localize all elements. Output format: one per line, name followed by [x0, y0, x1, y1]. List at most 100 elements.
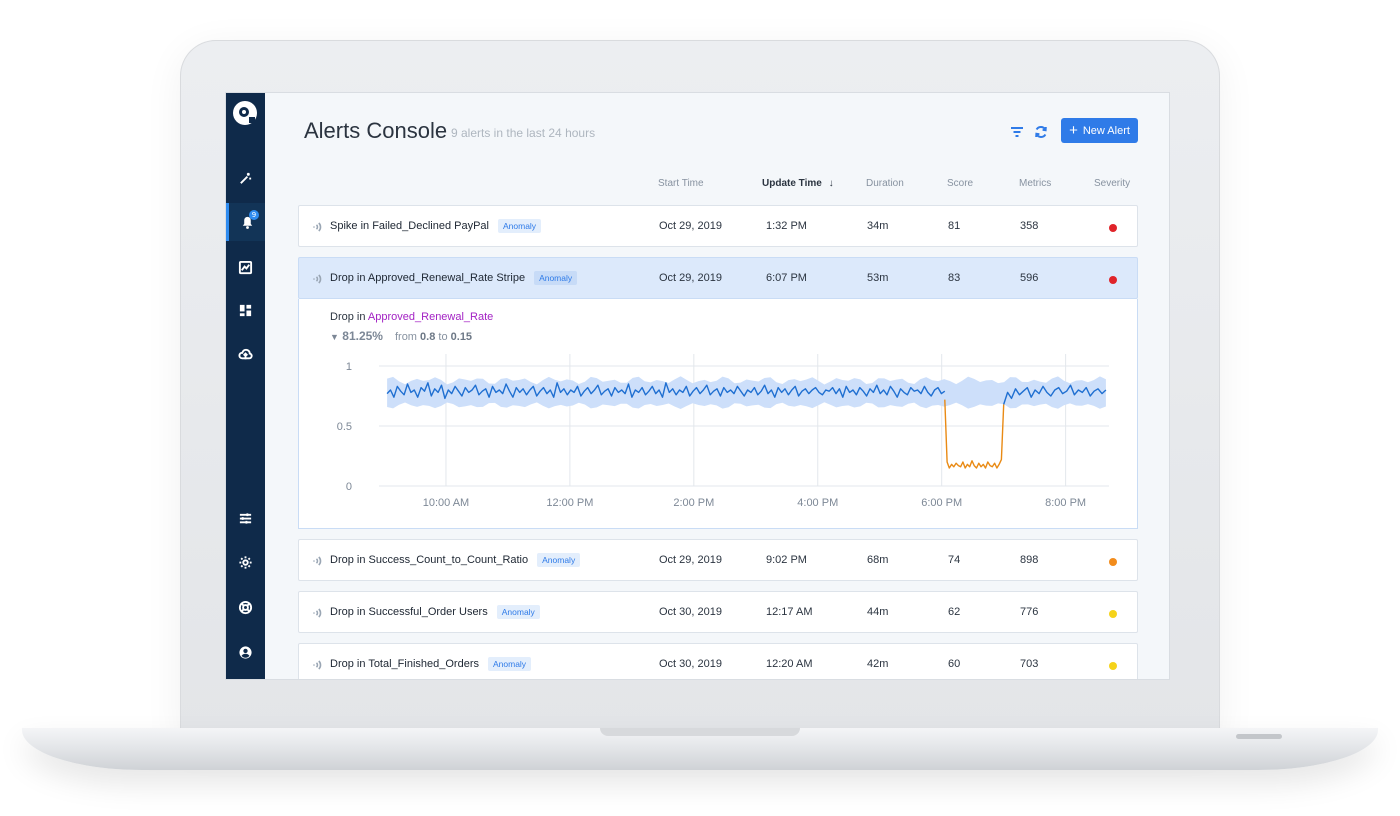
sort-arrow-icon: ↓: [828, 178, 834, 189]
alert-title-text: Drop in Successful_Order Users: [330, 606, 488, 618]
update-time-cell: 12:17 AM: [766, 606, 813, 618]
start-time-cell: Oct 30, 2019: [659, 606, 722, 618]
sidebar: 9: [226, 93, 265, 679]
plus-icon: +: [1069, 122, 1078, 139]
column-header-update-time[interactable]: Update Time ↓: [762, 178, 834, 189]
refresh-icon: [1035, 126, 1047, 138]
alert-row[interactable]: Drop in Success_Count_to_Count_Ratio Anom…: [298, 539, 1138, 581]
signal-icon: [311, 658, 323, 670]
update-time-cell: 9:02 PM: [766, 554, 807, 566]
severity-dot: [1109, 276, 1117, 284]
score-cell: 74: [948, 554, 961, 566]
duration-cell: 34m: [867, 220, 889, 232]
start-time-cell: Oct 30, 2019: [659, 658, 722, 670]
alert-title: Drop in Approved_Renewal_Rate Stripe Anom…: [330, 271, 578, 285]
filter-icon: [1011, 127, 1023, 137]
severity-dot: [1109, 610, 1117, 618]
severity-dot: [1109, 662, 1117, 670]
sidebar-item-settings[interactable]: [226, 543, 265, 581]
column-header-severity[interactable]: Severity: [1094, 178, 1131, 189]
x-tick-label: 10:00 AM: [423, 497, 469, 509]
column-header-duration[interactable]: Duration: [866, 178, 904, 189]
anomaly-tag: Anomaly: [534, 271, 578, 285]
y-tick-label: 0.5: [337, 421, 352, 433]
detail-metric-link[interactable]: Approved_Renewal_Rate: [367, 311, 494, 323]
alert-row[interactable]: Drop in Total_Finished_Orders Anomaly Oct …: [298, 643, 1138, 679]
update-time-label: Update Time: [762, 178, 822, 189]
anomaly-tag: Anomaly: [496, 605, 540, 619]
signal-icon: [311, 220, 323, 232]
score-cell: 62: [948, 606, 961, 618]
column-header-start-time[interactable]: Start Time: [658, 178, 704, 189]
score-cell: 83: [948, 272, 961, 284]
gear-icon: [239, 555, 252, 569]
sliders-icon: [239, 512, 252, 524]
filter-button[interactable]: [1009, 124, 1025, 140]
new-alert-label: New Alert: [1082, 124, 1130, 137]
laptop-base-slot: [600, 728, 800, 736]
duration-cell: 53m: [867, 272, 889, 284]
x-tick-label: 12:00 PM: [546, 497, 593, 509]
change-percent-value: 81.25%: [342, 329, 383, 343]
metric-series-line: [1003, 384, 1107, 405]
sidebar-item-dashboards[interactable]: [226, 291, 265, 329]
y-tick-label: 1: [346, 361, 352, 373]
column-header-score[interactable]: Score: [947, 178, 974, 189]
metric-series-line: [386, 382, 946, 400]
sidebar-item-alerts[interactable]: 9: [226, 203, 265, 241]
sidebar-item-upload[interactable]: [226, 335, 265, 373]
app-screen: 9 Alerts Console 9 alerts in the last 24…: [225, 92, 1170, 680]
update-time-cell: 6:07 PM: [766, 272, 807, 284]
new-alert-button[interactable]: + New Alert: [1061, 118, 1138, 143]
bell-icon: [242, 216, 252, 229]
signal-icon: [311, 606, 323, 618]
sidebar-item-account[interactable]: [226, 633, 265, 671]
from-label: from: [394, 331, 417, 343]
sidebar-item-anomalies[interactable]: [226, 248, 265, 286]
refresh-button[interactable]: [1033, 124, 1049, 140]
score-cell: 60: [948, 658, 961, 670]
severity-dot: [1109, 558, 1117, 566]
anomaly-tag: Anomaly: [487, 657, 532, 671]
duration-cell: 42m: [867, 658, 889, 670]
anomaly-series-line: [944, 399, 1005, 469]
metrics-cell: 358: [1020, 220, 1039, 232]
sidebar-item-explore[interactable]: [226, 159, 265, 197]
alert-title: Drop in Total_Finished_Orders Anomaly: [330, 657, 532, 671]
duration-cell: 44m: [867, 606, 889, 618]
update-time-cell: 1:32 PM: [766, 220, 807, 232]
alert-title-text: Drop in Total_Finished_Orders: [330, 658, 479, 670]
wand-icon: [240, 172, 252, 184]
app-logo[interactable]: [233, 101, 257, 125]
to-value: 0.15: [450, 331, 473, 343]
x-tick-label: 8:00 PM: [1045, 497, 1086, 509]
anomaly-tag: Anomaly: [537, 553, 581, 567]
sidebar-item-support[interactable]: [226, 588, 265, 626]
start-time-cell: Oct 29, 2019: [659, 272, 722, 284]
alert-title-text: Drop in Success_Count_to_Count_Ratio: [330, 554, 529, 566]
sidebar-item-adjust[interactable]: [226, 499, 265, 537]
laptop-base-notch: [1236, 734, 1282, 739]
duration-cell: 68m: [867, 554, 889, 566]
metrics-cell: 898: [1020, 554, 1039, 566]
alert-title-text: Drop in Approved_Renewal_Rate Stripe: [330, 272, 526, 284]
x-tick-label: 6:00 PM: [921, 497, 962, 509]
to-label: to: [438, 331, 448, 343]
column-header-metrics[interactable]: Metrics: [1019, 178, 1052, 189]
alert-row[interactable]: Drop in Approved_Renewal_Rate Stripe Anom…: [298, 257, 1138, 299]
update-time-cell: 12:20 AM: [766, 658, 813, 670]
metrics-cell: 703: [1020, 658, 1039, 670]
x-tick-label: 4:00 PM: [797, 497, 838, 509]
score-cell: 81: [948, 220, 961, 232]
page-title: Alerts Console: [304, 118, 448, 143]
alert-row[interactable]: Drop in Successful_Order Users Anomaly Oct…: [298, 591, 1138, 633]
alert-detail-panel: Drop in Approved_Renewal_Rate ▼ 81.25% f…: [298, 299, 1138, 529]
y-tick-label: 0: [346, 481, 352, 493]
lifebuoy-icon: [238, 600, 253, 614]
anomaly-tag: Anomaly: [497, 219, 542, 233]
alert-row[interactable]: Spike in Failed_Declined PayPal Anomaly Oc…: [298, 205, 1138, 247]
change-range: from 0.8 to 0.15: [395, 331, 472, 343]
notification-badge: 9: [249, 210, 259, 220]
anomaly-line-chart: 1 0.5 0 10:00 AM 12:00 PM 2:00 PM 4:00 PM 6:00 …: [337, 354, 1109, 509]
detail-description: Drop in Approved_Renewal_Rate: [330, 311, 493, 323]
